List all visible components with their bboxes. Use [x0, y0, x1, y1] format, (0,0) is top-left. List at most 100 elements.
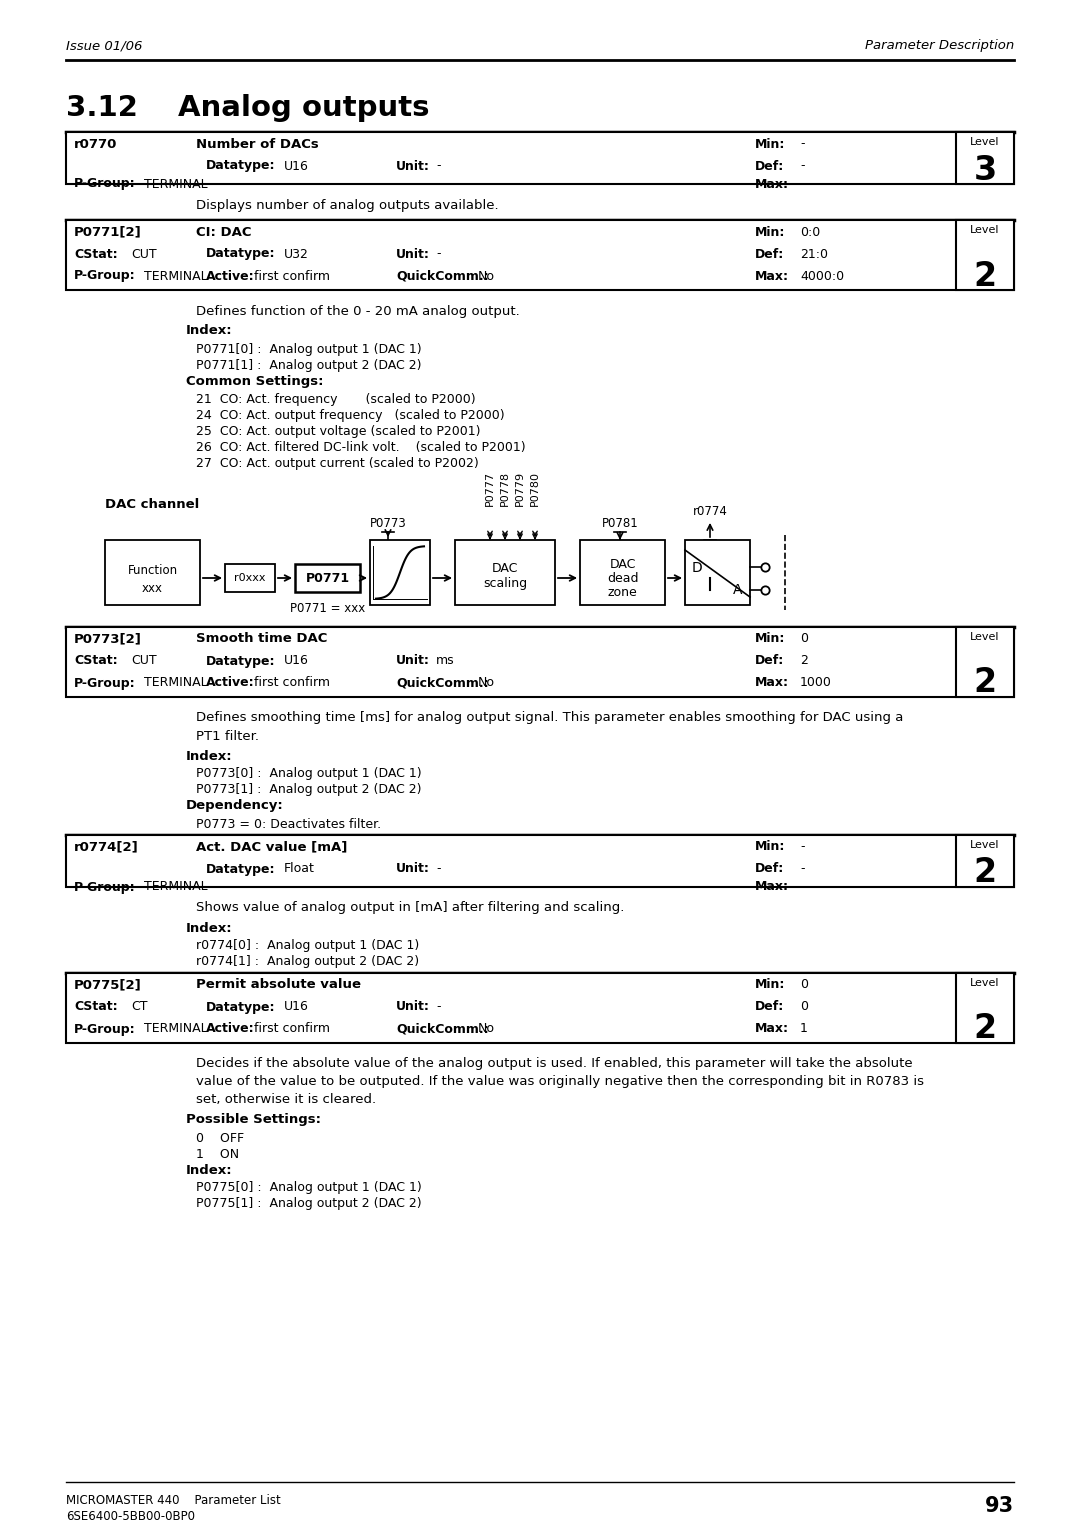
Text: P-Group:: P-Group:: [75, 677, 136, 689]
Text: P0773[2]: P0773[2]: [75, 633, 141, 645]
Text: Max:: Max:: [755, 880, 789, 894]
Text: Level: Level: [970, 225, 1000, 235]
Text: -: -: [436, 1001, 441, 1013]
Text: Def:: Def:: [755, 1001, 784, 1013]
Text: first confirm: first confirm: [254, 1022, 330, 1036]
Text: P0771[1] :  Analog output 2 (DAC 2): P0771[1] : Analog output 2 (DAC 2): [195, 359, 421, 371]
Text: 25  CO: Act. output voltage (scaled to P2001): 25 CO: Act. output voltage (scaled to P2…: [195, 425, 481, 437]
Bar: [455, 539, 555, 605]
Text: -: -: [436, 248, 441, 260]
Text: Issue 01/06: Issue 01/06: [66, 40, 143, 52]
Text: QuickComm.:: QuickComm.:: [396, 269, 488, 283]
Bar: [956, 626, 1014, 697]
Text: 93: 93: [985, 1496, 1014, 1516]
Text: Possible Settings:: Possible Settings:: [186, 1114, 321, 1126]
Text: 0:0: 0:0: [800, 226, 820, 238]
Text: Datatype:: Datatype:: [206, 159, 275, 173]
Text: P0778: P0778: [500, 471, 510, 506]
Text: Min:: Min:: [755, 840, 785, 854]
Text: Level: Level: [970, 138, 1000, 147]
Text: 2: 2: [973, 857, 997, 889]
Text: 3.12: 3.12: [66, 95, 138, 122]
Text: D: D: [691, 561, 702, 575]
Text: P0780: P0780: [530, 471, 540, 506]
Text: 0    OFF: 0 OFF: [195, 1132, 244, 1144]
Text: Analog outputs: Analog outputs: [178, 95, 430, 122]
Bar: [105, 539, 200, 605]
Text: Max:: Max:: [755, 677, 789, 689]
Text: -: -: [800, 177, 805, 191]
Text: Index:: Index:: [186, 324, 232, 338]
Text: Defines smoothing time [ms] for analog output signal. This parameter enables smo: Defines smoothing time [ms] for analog o…: [195, 712, 903, 724]
Text: CStat:: CStat:: [75, 654, 118, 668]
Text: P0773: P0773: [369, 516, 406, 530]
Text: CStat:: CStat:: [75, 1001, 118, 1013]
Text: -: -: [800, 138, 805, 150]
Text: QuickComm.:: QuickComm.:: [396, 677, 488, 689]
Text: 6SE6400-5BB00-0BP0: 6SE6400-5BB00-0BP0: [66, 1510, 195, 1522]
Text: Active:: Active:: [206, 269, 255, 283]
Text: CUT: CUT: [131, 248, 157, 260]
Text: first confirm: first confirm: [254, 677, 330, 689]
Text: P0773[1] :  Analog output 2 (DAC 2): P0773[1] : Analog output 2 (DAC 2): [195, 784, 421, 796]
Text: Min:: Min:: [755, 138, 785, 150]
Text: set, otherwise it is cleared.: set, otherwise it is cleared.: [195, 1094, 376, 1106]
Text: Level: Level: [970, 840, 1000, 850]
Text: TERMINAL: TERMINAL: [144, 1022, 207, 1036]
Bar: [225, 564, 275, 591]
Bar: [685, 539, 750, 605]
Bar: [580, 539, 665, 605]
Text: -: -: [800, 880, 805, 894]
Text: r0xxx: r0xxx: [234, 573, 266, 584]
Text: Unit:: Unit:: [396, 654, 430, 668]
Bar: [956, 973, 1014, 1044]
Text: Max:: Max:: [755, 269, 789, 283]
Text: Defines function of the 0 - 20 mA analog output.: Defines function of the 0 - 20 mA analog…: [195, 304, 519, 318]
Bar: [66, 626, 1014, 697]
Text: 2: 2: [973, 666, 997, 700]
Text: P0775[1] :  Analog output 2 (DAC 2): P0775[1] : Analog output 2 (DAC 2): [195, 1198, 421, 1210]
Text: 1    ON: 1 ON: [195, 1148, 239, 1160]
Text: 1: 1: [800, 1022, 808, 1036]
Text: Unit:: Unit:: [396, 862, 430, 876]
Text: Unit:: Unit:: [396, 248, 430, 260]
Text: No: No: [478, 269, 495, 283]
Text: first confirm: first confirm: [254, 269, 330, 283]
Text: 26  CO: Act. filtered DC-link volt.    (scaled to P2001): 26 CO: Act. filtered DC-link volt. (scal…: [195, 440, 526, 454]
Text: Displays number of analog outputs available.: Displays number of analog outputs availa…: [195, 199, 499, 211]
Text: Datatype:: Datatype:: [206, 862, 275, 876]
Text: Active:: Active:: [206, 1022, 255, 1036]
Text: CI: DAC: CI: DAC: [195, 226, 252, 238]
Bar: [370, 539, 430, 605]
Text: DAC: DAC: [491, 561, 518, 575]
Text: P0771[0] :  Analog output 1 (DAC 1): P0771[0] : Analog output 1 (DAC 1): [195, 342, 421, 356]
Text: Function: Function: [127, 564, 177, 576]
Text: DAC channel: DAC channel: [105, 498, 199, 510]
Text: P0775[2]: P0775[2]: [75, 978, 141, 992]
Text: P-Group:: P-Group:: [75, 177, 136, 191]
Text: P-Group:: P-Group:: [75, 269, 136, 283]
Text: TERMINAL: TERMINAL: [144, 880, 207, 894]
Bar: [66, 220, 1014, 290]
Text: -: -: [436, 159, 441, 173]
Text: Min:: Min:: [755, 978, 785, 992]
Text: 2: 2: [973, 260, 997, 292]
Text: -: -: [436, 862, 441, 876]
Bar: [66, 131, 1014, 183]
Text: No: No: [478, 677, 495, 689]
Text: Max:: Max:: [755, 177, 789, 191]
Text: DAC: DAC: [609, 558, 636, 570]
Text: P0773[0] :  Analog output 1 (DAC 1): P0773[0] : Analog output 1 (DAC 1): [195, 767, 421, 781]
Text: 3: 3: [973, 153, 997, 186]
Bar: [956, 220, 1014, 290]
Text: 0: 0: [800, 633, 808, 645]
Text: Level: Level: [970, 978, 1000, 989]
Text: P0777: P0777: [485, 471, 495, 506]
Bar: [295, 564, 360, 591]
Text: Parameter Description: Parameter Description: [865, 40, 1014, 52]
Bar: [66, 834, 1014, 886]
Text: Def:: Def:: [755, 248, 784, 260]
Text: TERMINAL: TERMINAL: [144, 269, 207, 283]
Text: xxx: xxx: [141, 582, 163, 594]
Text: Min:: Min:: [755, 633, 785, 645]
